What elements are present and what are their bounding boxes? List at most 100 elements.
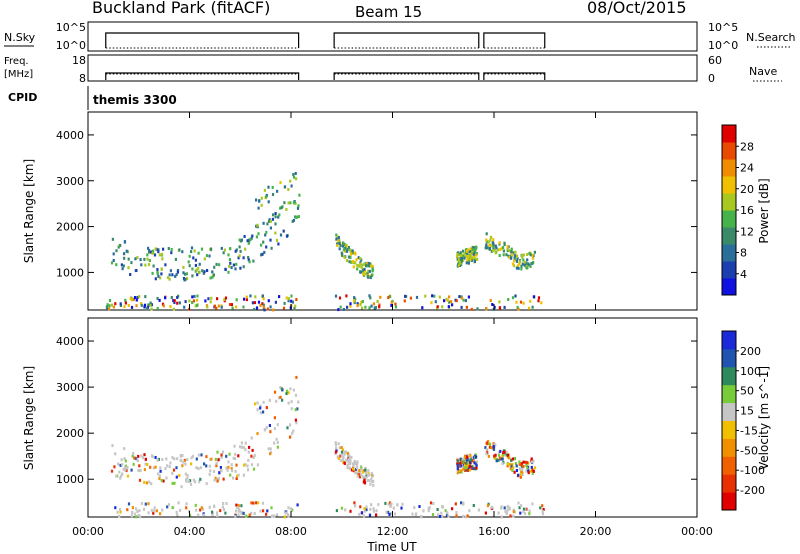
data-point [209, 247, 213, 251]
data-point [517, 307, 520, 311]
data-point [238, 445, 242, 449]
data-point [251, 448, 254, 452]
data-point [108, 307, 111, 311]
freq-trace-segment [333, 72, 480, 80]
data-point [521, 253, 524, 257]
data-point [259, 303, 262, 307]
data-point [245, 298, 248, 302]
data-point [494, 443, 497, 447]
data-point [287, 401, 290, 405]
data-point [218, 471, 221, 475]
data-point [253, 307, 256, 311]
data-point [267, 299, 270, 303]
data-point [247, 241, 250, 245]
data-point [160, 252, 164, 256]
data-point [471, 465, 474, 469]
data-point [215, 306, 218, 310]
data-point [150, 303, 153, 307]
data-point [153, 253, 157, 257]
data-point [136, 296, 139, 300]
data-point [490, 446, 493, 450]
data-point [364, 466, 367, 470]
data-point [335, 237, 338, 241]
data-point [451, 507, 454, 511]
data-point [363, 267, 366, 271]
data-point [154, 277, 157, 281]
data-point [139, 469, 142, 472]
data-point [151, 251, 154, 255]
data-point [513, 259, 516, 263]
data-point [511, 262, 515, 266]
data-point [290, 294, 293, 298]
data-point [274, 300, 277, 304]
colorbar-tick-label: -200 [740, 484, 765, 497]
data-point [150, 307, 153, 311]
data-point [431, 294, 434, 298]
beam-label: Beam 15 [355, 3, 422, 21]
data-point [198, 262, 201, 266]
data-point [213, 478, 216, 482]
data-point [492, 242, 495, 246]
data-point [260, 203, 263, 207]
data-point [533, 250, 536, 254]
data-point [134, 456, 137, 460]
data-point [370, 477, 373, 481]
data-point [139, 515, 142, 519]
data-point [207, 297, 210, 301]
data-point [468, 250, 471, 254]
data-point [257, 501, 260, 505]
data-point [519, 511, 522, 515]
data-point [347, 246, 350, 249]
data-point [356, 460, 359, 464]
data-point [209, 276, 212, 280]
data-point [507, 462, 510, 466]
data-point [154, 247, 157, 251]
data-point [274, 215, 277, 219]
data-point [158, 253, 161, 257]
data-point [293, 307, 296, 311]
data-point [137, 513, 140, 517]
data-point [106, 303, 109, 307]
velocity-y-ticks: 1000 2000 3000 4000 [56, 335, 697, 486]
data-point [178, 301, 181, 305]
data-point [291, 300, 294, 304]
data-point [502, 451, 505, 454]
data-point [283, 201, 286, 205]
data-point [500, 505, 503, 509]
data-point [108, 299, 112, 302]
data-point [341, 253, 344, 257]
data-point [469, 461, 472, 465]
data-point [363, 507, 366, 511]
data-point [288, 435, 292, 439]
data-point [198, 271, 201, 275]
data-point [172, 307, 175, 311]
data-point [368, 269, 371, 273]
freq-traces [105, 72, 546, 80]
data-point [123, 252, 126, 256]
data-point [467, 295, 470, 299]
velocity-y-axis-label: Slant Range [km] [22, 366, 36, 470]
data-point [112, 305, 115, 309]
colorbar-swatch [722, 227, 736, 245]
data-point [117, 462, 120, 466]
data-point [505, 511, 508, 515]
data-point [271, 186, 274, 189]
data-point [250, 436, 253, 440]
data-point [497, 451, 500, 455]
data-point [504, 510, 507, 513]
data-point [247, 450, 250, 454]
data-point [121, 472, 124, 476]
data-point [263, 428, 266, 432]
data-point [519, 475, 522, 479]
data-point [502, 246, 505, 249]
data-point [200, 506, 203, 510]
colorbar-swatch [722, 210, 736, 228]
data-point [200, 247, 204, 251]
data-point [235, 463, 238, 467]
data-point [485, 441, 488, 445]
data-point [236, 474, 239, 478]
data-point [182, 265, 185, 269]
data-point [271, 217, 274, 221]
data-point [475, 253, 478, 257]
data-point [529, 265, 532, 268]
